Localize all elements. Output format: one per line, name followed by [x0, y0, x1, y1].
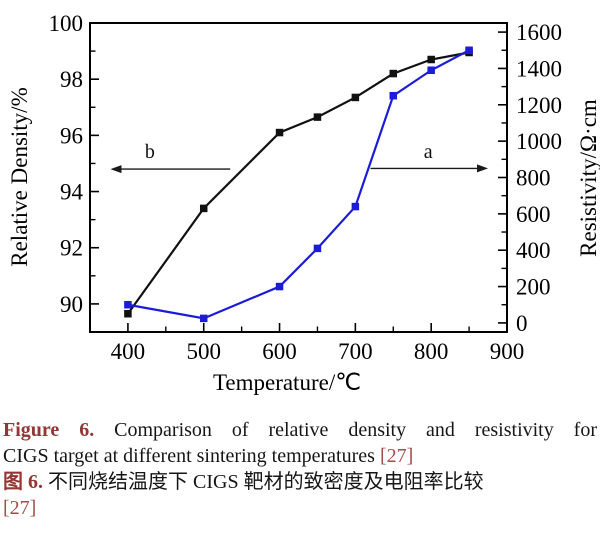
data-point-a: [275, 282, 284, 291]
y-right-tick-label: 1200: [516, 93, 562, 118]
data-point-a: [427, 66, 435, 75]
y-right-tick-label: 0: [516, 311, 528, 336]
x-tick-label: 800: [414, 339, 449, 364]
x-tick-label: 400: [111, 339, 146, 364]
figure-caption: Figure 6. Comparison of relative density…: [3, 417, 597, 521]
caption-figure-label-en: Figure 6.: [3, 419, 95, 441]
x-axis-title: Temperature/℃: [213, 370, 361, 395]
data-point-a: [124, 300, 132, 309]
y-axis-title-left: Relative Density/%: [7, 87, 32, 267]
annotation-arrow-head-b: [110, 165, 122, 174]
y-left-tick-label: 90: [60, 292, 83, 317]
x-tick-label: 700: [338, 339, 373, 364]
data-point-a: [465, 46, 473, 55]
x-tick-label: 600: [262, 339, 297, 364]
annotation-label-b: b: [145, 141, 155, 163]
y-right-tick-label: 400: [516, 238, 551, 263]
y-right-tick-label: 200: [516, 275, 551, 300]
plot-frame: [89, 22, 508, 333]
data-point-a: [351, 202, 360, 211]
y-right-tick-label: 600: [516, 202, 551, 227]
data-point-b: [427, 55, 435, 64]
caption-text-en-2: CIGS target at different sintering tempe…: [3, 445, 375, 467]
caption-line-en-1: Figure 6. Comparison of relative density…: [3, 417, 597, 443]
data-point-a: [199, 314, 208, 323]
data-point-b: [199, 204, 208, 213]
caption-figure-label-zh: 图 6.: [3, 471, 43, 493]
annotation-label-a: a: [424, 141, 433, 163]
annotation-arrow-head-a: [477, 164, 489, 173]
data-point-a: [389, 91, 398, 100]
data-point-b: [313, 113, 322, 121]
y-left-tick-label: 100: [49, 11, 84, 36]
caption-reference-en: [27]: [379, 445, 414, 467]
x-tick-label: 500: [186, 339, 221, 364]
y-right-tick-label: 1400: [516, 56, 562, 81]
caption-text-zh: 不同烧结温度下 CIGS 靶材的致密度及电阻率比较: [48, 471, 484, 493]
caption-text-en-1: Comparison of relative density and resis…: [114, 419, 597, 441]
data-point-b: [351, 93, 360, 102]
x-tick-label: 900: [490, 339, 525, 364]
density-resistivity-line-chart: 400 500 600 700 800 9009092949698100020040060…: [7, 11, 600, 395]
data-point-b: [124, 309, 132, 318]
caption-line-zh: 图 6. 不同烧结温度下 CIGS 靶材的致密度及电阻率比较: [3, 469, 597, 495]
series-line-a: [127, 49, 470, 320]
y-left-tick-label: 92: [60, 236, 83, 261]
y-left-tick-label: 96: [60, 123, 83, 148]
caption-line-en-2: CIGS target at different sintering tempe…: [3, 443, 597, 469]
y-right-tick-label: 1000: [516, 129, 562, 154]
series-line-b: [127, 51, 470, 315]
y-axis-title-right: Resistivity/Ω·cm: [576, 99, 600, 257]
data-point-b: [275, 128, 284, 137]
y-left-tick-label: 94: [60, 180, 84, 205]
y-left-tick-label: 98: [60, 67, 83, 92]
data-point-b: [389, 69, 398, 78]
y-right-tick-label: 1600: [516, 20, 562, 45]
caption-line-ref: [27]: [3, 495, 597, 521]
y-right-tick-label: 800: [516, 166, 551, 191]
caption-reference-zh: [27]: [3, 497, 37, 519]
data-point-a: [313, 244, 322, 253]
